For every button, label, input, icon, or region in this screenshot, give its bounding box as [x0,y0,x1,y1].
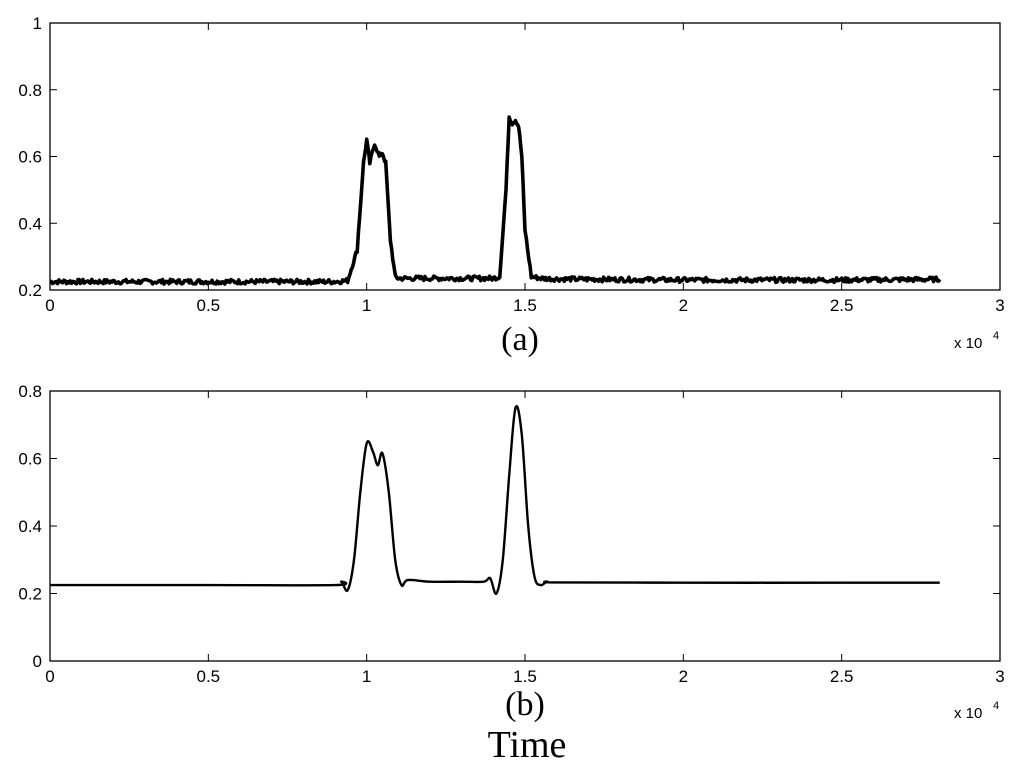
signal-trace-b [50,405,940,596]
x-tick-group-a: 0 0.5 1 1.5 2 2.5 3 [45,23,1005,315]
plot-frame-b [49,390,1001,662]
x-tick-label: 0.5 [197,667,221,686]
x-tick-label: 2.5 [830,667,854,686]
panel-label-a: (a) [501,321,539,358]
x-multiplier-a: x 10 [954,335,982,352]
x-tick-label: 3 [995,667,1004,686]
y-tick-label: 0.4 [18,517,42,536]
x-multiplier-exp-b: 4 [993,700,999,712]
x-tick-label: 2.5 [830,296,854,315]
y-tick-label: 0.2 [18,281,42,300]
x-tick-label: 0 [45,667,54,686]
x-tick-label: 2 [679,667,688,686]
x-tick-label: 1.5 [513,296,537,315]
x-tick-label: 1 [362,296,371,315]
x-tick-label: 1 [362,667,371,686]
panel-b: 0 0.5 1 1.5 2 2.5 3 0 0.2 0.4 0.6 0.8 x 10 4 (b) [18,382,1004,723]
x-multiplier-exp-a: 4 [993,330,999,342]
y-tick-label: 0.2 [18,585,42,604]
y-tick-label: 0 [33,652,42,671]
y-tick-group-b: 0 0.2 0.4 0.6 0.8 [18,382,1000,671]
x-tick-label: 2 [679,296,688,315]
plot-frame-a [49,22,1001,291]
y-tick-group-a: 0.2 0.4 0.6 0.8 1 [18,14,1000,300]
panel-a: 0 0.5 1 1.5 2 2.5 3 0.2 0.4 0.6 0.8 1 x 10 4 (a) [18,14,1004,358]
x-axis-title: Time [488,724,567,766]
y-tick-label: 1 [33,14,42,33]
y-tick-label: 0.6 [18,450,42,469]
x-tick-label: 3 [995,296,1004,315]
y-tick-label: 0.8 [18,382,42,401]
x-tick-group-b: 0 0.5 1 1.5 2 2.5 3 [45,391,1005,686]
panel-label-b: (b) [505,686,545,723]
y-tick-label: 0.8 [18,81,42,100]
x-tick-label: 0.5 [197,296,221,315]
x-multiplier-b: x 10 [954,705,982,722]
y-tick-label: 0.6 [18,148,42,167]
x-tick-label: 0 [45,296,54,315]
y-tick-label: 0.4 [18,214,42,233]
x-tick-label: 1.5 [513,667,537,686]
signal-trace-a [49,115,942,286]
